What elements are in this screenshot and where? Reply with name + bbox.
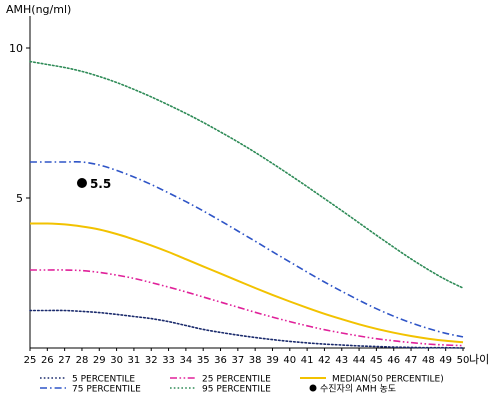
legend-point-swatch bbox=[309, 384, 317, 392]
x-tick-label: 30 bbox=[110, 355, 123, 366]
x-tick-label: 42 bbox=[318, 355, 331, 366]
legend-item-median-50-percentile: MEDIAN(50 PERCENTILE) bbox=[300, 375, 444, 385]
x-tick-label: 41 bbox=[301, 355, 314, 366]
x-tick-label: 25 bbox=[24, 355, 37, 366]
legend-label: 75 PERCENTILE bbox=[72, 385, 141, 395]
annotation-layer: 5.5 bbox=[76, 177, 111, 191]
axes-layer: AMH(ng/ml) 5 10 25 26 27 28 29 30 31 32 33 34 35 36 37 3… bbox=[6, 3, 489, 366]
x-tick-label: 28 bbox=[76, 355, 89, 366]
series-line-25-percentile bbox=[30, 269, 464, 347]
x-tick-label: 48 bbox=[422, 355, 435, 366]
x-tick-label: 38 bbox=[249, 355, 262, 366]
legend-item-5-percentile: 5 PERCENTILE bbox=[40, 375, 135, 385]
x-tick-label: 44 bbox=[353, 355, 366, 366]
series-line-5-percentile bbox=[29, 309, 464, 349]
x-tick-label: 45 bbox=[370, 355, 383, 366]
x-tick-label: 35 bbox=[197, 355, 210, 366]
legend-label: 95 PERCENTILE bbox=[202, 385, 271, 395]
x-tick-label: 32 bbox=[145, 355, 158, 366]
series-line-75-percentile bbox=[30, 160, 464, 338]
x-tick-label: 29 bbox=[93, 355, 106, 366]
series-line-95-percentile bbox=[29, 60, 464, 289]
y-axis-label: AMH(ng/ml) bbox=[6, 3, 71, 16]
legend-item-25-percentile: 25 PERCENTILE bbox=[170, 375, 271, 385]
x-tick-label: 47 bbox=[405, 355, 418, 366]
x-tick-label: 39 bbox=[266, 355, 279, 366]
legend-label: 5 PERCENTILE bbox=[72, 375, 135, 385]
legend-label: 25 PERCENTILE bbox=[202, 375, 271, 385]
legend-item-75-percentile: 75 PERCENTILE bbox=[40, 385, 141, 395]
x-tick-label: 43 bbox=[335, 355, 348, 366]
y-tick-label: 10 bbox=[9, 42, 23, 55]
series-layer bbox=[29, 60, 464, 349]
patient-amh-point bbox=[76, 178, 87, 188]
legend-label: 수진자의 AMH 농도 bbox=[320, 384, 396, 395]
x-tick-label: 40 bbox=[283, 355, 296, 366]
x-tick-label: 50 bbox=[457, 355, 470, 366]
legend-item-patient-amh: 수진자의 AMH 농도 bbox=[309, 384, 396, 395]
x-tick-label: 36 bbox=[214, 355, 227, 366]
x-tick-label: 37 bbox=[231, 355, 244, 366]
legend-label: MEDIAN(50 PERCENTILE) bbox=[332, 375, 444, 385]
x-tick-label: 46 bbox=[387, 355, 400, 366]
x-tick-label: 31 bbox=[128, 355, 141, 366]
x-tick-label: 33 bbox=[162, 355, 175, 366]
y-tick-label: 5 bbox=[16, 192, 23, 205]
series-line-median-50-percentile bbox=[29, 222, 464, 344]
legend-item-95-percentile: 95 PERCENTILE bbox=[170, 385, 271, 395]
x-axis-label: 나이 bbox=[469, 353, 489, 366]
x-tick-label: 27 bbox=[58, 355, 71, 366]
x-tick-label: 26 bbox=[41, 355, 54, 366]
patient-amh-value-label: 5.5 bbox=[90, 177, 111, 191]
legend: 5 PERCENTILE 25 PERCENTILE MEDIAN(50 PERCE… bbox=[40, 375, 444, 395]
x-tick-label: 49 bbox=[439, 355, 452, 366]
x-tick-label: 34 bbox=[180, 355, 193, 366]
